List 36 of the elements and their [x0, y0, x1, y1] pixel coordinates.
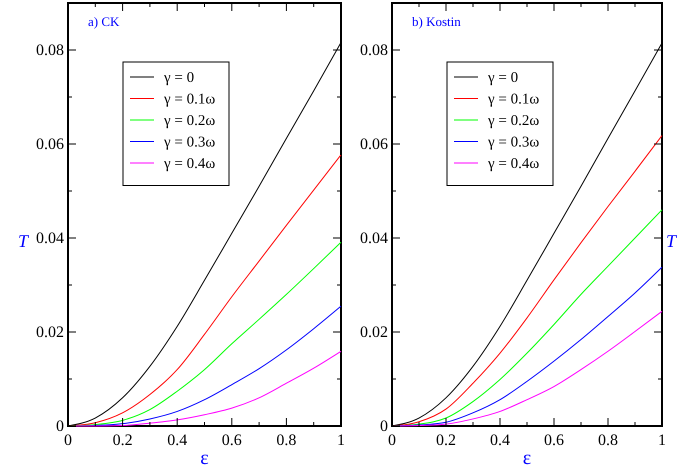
y-tick-label: 0.02 — [360, 324, 388, 341]
x-tick-label: 0.4 — [167, 432, 188, 449]
x-tick-label: 0.4 — [490, 432, 510, 449]
y-axis-title: T — [18, 231, 30, 251]
x-tick-label: 1 — [337, 432, 345, 449]
y-tick-label: 0.06 — [36, 136, 64, 153]
y-tick-label: 0.08 — [36, 42, 64, 59]
y-tick-label: 0.06 — [360, 136, 388, 153]
legend-label: γ = 0.3ω — [163, 134, 216, 150]
y-tick-label: 0 — [380, 418, 388, 435]
x-tick-label: 0.6 — [222, 432, 242, 449]
y-tick-label: 0.08 — [360, 42, 388, 59]
y-axis-title: T — [666, 231, 678, 251]
y-tick-label: 0 — [56, 418, 64, 435]
legend-label: γ = 0 — [163, 70, 194, 86]
legend-label: γ = 0 — [487, 70, 518, 86]
y-tick-label: 0.02 — [36, 324, 64, 341]
legend-label: γ = 0.1ω — [163, 92, 216, 108]
legend-label: γ = 0.2ω — [487, 113, 540, 129]
legend-label: γ = 0.2ω — [163, 113, 216, 129]
x-tick-label: 0.8 — [598, 432, 618, 449]
x-tick-label: 0.2 — [436, 432, 456, 449]
x-tick-label: 1 — [658, 432, 666, 449]
legend-label: γ = 0.4ω — [487, 156, 540, 172]
legend-label: γ = 0.1ω — [487, 92, 540, 108]
x-tick-label: 0.8 — [276, 432, 296, 449]
y-tick-label: 0.04 — [360, 230, 388, 247]
y-tick-label: 0.04 — [36, 230, 64, 247]
x-axis-title: ε — [200, 447, 209, 468]
legend-label: γ = 0.4ω — [163, 156, 216, 172]
text: a) CK — [88, 14, 120, 29]
legend-label: γ = 0.3ω — [487, 134, 540, 150]
text: b) Kostin — [412, 14, 462, 29]
x-axis-title: ε — [522, 447, 532, 468]
x-tick-label: 0.2 — [112, 432, 133, 449]
x-tick-label: 0.6 — [544, 432, 564, 449]
